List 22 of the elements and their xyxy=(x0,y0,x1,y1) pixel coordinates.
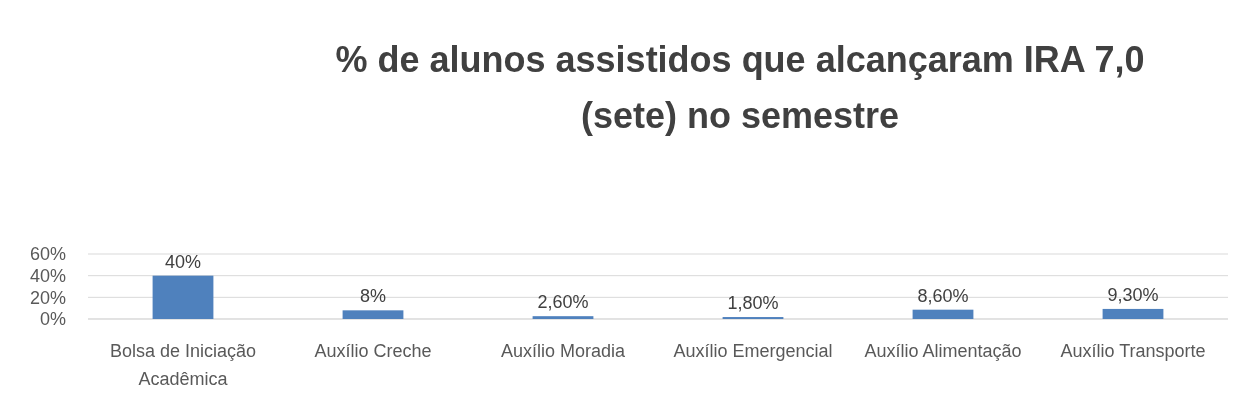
bar xyxy=(342,310,404,319)
chart-title: % de alunos assistidos que alcançaram IRA 7,0 (sete) no semestre xyxy=(335,39,1145,136)
x-tick-label: Auxílio Moradia xyxy=(500,341,627,361)
y-tick-label: 20% xyxy=(29,287,66,308)
y-tick-label: 60% xyxy=(29,244,66,265)
x-tick-label: Auxílio Alimentação xyxy=(864,341,1022,361)
bar xyxy=(1102,308,1164,319)
bar xyxy=(532,316,594,319)
bar xyxy=(912,309,974,319)
data-label: 8,60% xyxy=(917,285,969,306)
data-label: 8% xyxy=(359,286,387,307)
data-label: 2,60% xyxy=(537,292,589,313)
data-label: 40% xyxy=(164,251,202,272)
data-label: 1,80% xyxy=(727,293,779,314)
data-label: 9,30% xyxy=(1107,284,1159,305)
y-tick-label: 0% xyxy=(39,309,66,330)
bar xyxy=(152,275,214,319)
x-tick-label: Bolsa de Iniciação Acadêmica xyxy=(109,341,257,389)
x-tick-label: Auxílio Creche xyxy=(314,341,432,361)
y-tick-label: 40% xyxy=(29,265,66,286)
x-tick-label: Auxílio Emergencial xyxy=(673,341,833,361)
x-tick-label: Auxílio Transporte xyxy=(1060,341,1206,361)
